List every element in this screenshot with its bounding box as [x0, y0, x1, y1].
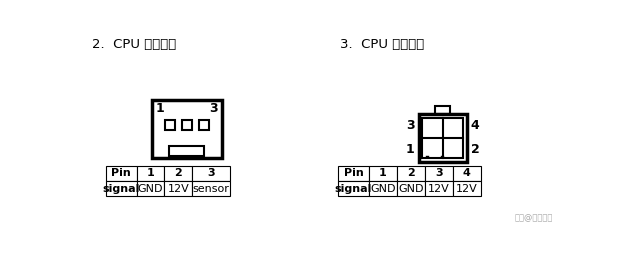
Text: 12V: 12V [456, 184, 478, 194]
Bar [137, 166, 164, 181]
Bar [137, 181, 164, 196]
Bar [165, 120, 175, 130]
Bar [182, 120, 192, 130]
Bar [152, 100, 222, 158]
Text: GND: GND [138, 184, 163, 194]
Text: GND: GND [398, 184, 424, 194]
Bar [105, 166, 137, 181]
Bar [192, 166, 229, 181]
Bar [425, 181, 453, 196]
Bar [164, 181, 192, 196]
Text: Pin: Pin [344, 168, 364, 178]
Bar [105, 181, 137, 196]
Bar [338, 181, 369, 196]
Text: Pin: Pin [111, 168, 131, 178]
Bar [423, 118, 463, 158]
Text: signal: signal [102, 184, 140, 194]
Bar [369, 166, 397, 181]
Text: 4: 4 [470, 120, 479, 132]
Text: 4: 4 [463, 168, 471, 178]
Text: 1: 1 [406, 143, 414, 156]
Bar [164, 166, 192, 181]
Text: 3: 3 [406, 120, 414, 132]
Bar [453, 181, 481, 196]
Text: 2: 2 [470, 143, 479, 156]
Bar [425, 166, 453, 181]
Bar [169, 146, 204, 155]
Text: 3.  CPU 电源接口: 3. CPU 电源接口 [340, 38, 424, 51]
Bar [397, 166, 425, 181]
Text: 1: 1 [147, 168, 154, 178]
Bar [369, 181, 397, 196]
Bar [397, 181, 425, 196]
Bar [199, 120, 209, 130]
Text: signal: signal [335, 184, 372, 194]
Text: 12V: 12V [167, 184, 189, 194]
Text: GND: GND [370, 184, 396, 194]
Bar [338, 166, 369, 181]
Bar [453, 166, 481, 181]
Text: 3: 3 [207, 168, 214, 178]
Text: 1: 1 [379, 168, 387, 178]
Text: 头条@哥修电器: 头条@哥修电器 [514, 214, 552, 223]
Text: 2.  CPU 风扇接口: 2. CPU 风扇接口 [92, 38, 177, 51]
Text: 3: 3 [435, 168, 443, 178]
Text: 2: 2 [407, 168, 414, 178]
Bar [192, 181, 229, 196]
Bar [419, 114, 466, 162]
Text: 2: 2 [174, 168, 182, 178]
Text: 1: 1 [156, 102, 165, 115]
Text: 3: 3 [209, 102, 218, 115]
Bar [435, 106, 450, 114]
Text: 12V: 12V [428, 184, 450, 194]
Text: sensor: sensor [192, 184, 229, 194]
